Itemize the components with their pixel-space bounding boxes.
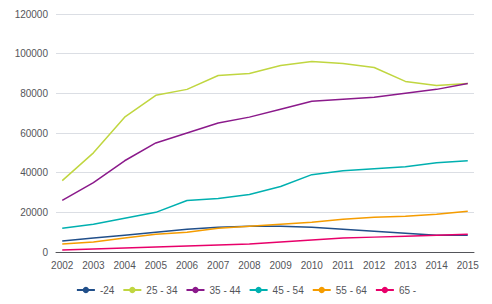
svg-text:2011: 2011 (332, 260, 354, 271)
svg-text:2013: 2013 (394, 260, 417, 271)
svg-text:2008: 2008 (238, 260, 261, 271)
svg-text:-24: -24 (100, 285, 115, 296)
svg-text:2002: 2002 (51, 260, 74, 271)
svg-text:2003: 2003 (82, 260, 105, 271)
svg-text:120000: 120000 (15, 9, 49, 20)
svg-text:2005: 2005 (145, 260, 168, 271)
svg-text:2012: 2012 (363, 260, 386, 271)
svg-text:60000: 60000 (20, 128, 48, 139)
svg-text:2004: 2004 (114, 260, 137, 271)
svg-text:0: 0 (42, 247, 48, 258)
svg-text:100000: 100000 (15, 48, 49, 59)
svg-text:2007: 2007 (207, 260, 230, 271)
svg-text:45 - 54: 45 - 54 (273, 285, 305, 296)
svg-text:2010: 2010 (301, 260, 324, 271)
svg-text:2015: 2015 (457, 260, 480, 271)
svg-text:25 - 34: 25 - 34 (146, 285, 178, 296)
svg-text:2006: 2006 (176, 260, 199, 271)
svg-text:35 - 44: 35 - 44 (209, 285, 241, 296)
svg-text:55 - 64: 55 - 64 (336, 285, 368, 296)
svg-text:80000: 80000 (20, 88, 48, 99)
svg-text:40000: 40000 (20, 167, 48, 178)
svg-text:2009: 2009 (269, 260, 292, 271)
svg-text:65 -: 65 - (399, 285, 416, 296)
svg-text:2014: 2014 (425, 260, 448, 271)
svg-text:20000: 20000 (20, 207, 48, 218)
